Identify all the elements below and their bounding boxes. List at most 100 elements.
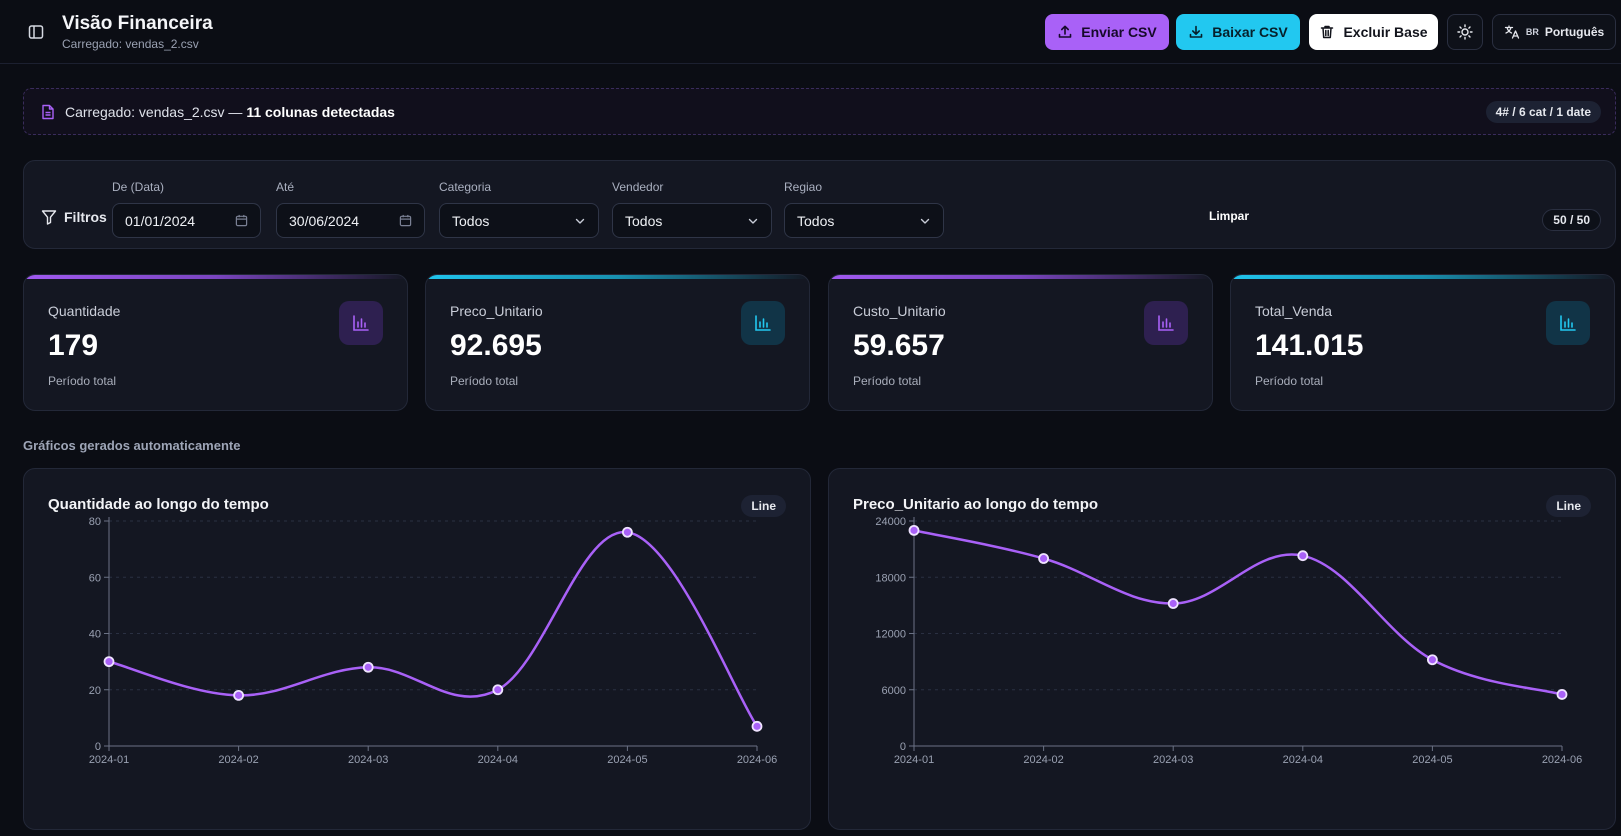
data-point <box>1167 598 1179 609</box>
to-date-input[interactable]: 30/06/2024 <box>276 203 425 238</box>
from-date-label: De (Data) <box>112 180 165 194</box>
chevron-down-icon <box>575 218 585 224</box>
x-tick-label: 2024-03 <box>348 754 388 766</box>
data-point <box>1297 550 1309 562</box>
charts-section-title: Gráficos gerados automaticamente <box>23 438 241 453</box>
calendar-icon <box>399 214 412 227</box>
category-filter-group: Categoria Todos <box>439 179 599 238</box>
column-count: 11 colunas detectadas <box>246 103 395 120</box>
chevron-down-icon <box>748 218 758 224</box>
category-select[interactable]: Todos <box>439 203 599 238</box>
loaded-file-subtitle: Carregado: vendas_2.csv <box>62 37 199 51</box>
from-date-value: 01/01/2024 <box>125 212 196 229</box>
kpi-value: 92.695 <box>450 329 542 362</box>
kpi-value: 141.015 <box>1255 329 1364 362</box>
upload-csv-button[interactable]: Enviar CSV <box>1045 14 1169 50</box>
x-tick-label: 2024-05 <box>1412 754 1452 766</box>
delete-base-label: Excluir Base <box>1343 24 1428 40</box>
trash-icon <box>1321 25 1334 39</box>
kpi-value: 179 <box>48 329 99 362</box>
file-info-text: Carregado: vendas_2.csv — 11 colunas det… <box>65 104 395 120</box>
kpi-subtitle: Período total <box>853 374 922 388</box>
data-point <box>492 684 504 696</box>
download-csv-button[interactable]: Baixar CSV <box>1176 14 1300 50</box>
data-point <box>233 689 245 701</box>
region-filter-group: Regiao Todos <box>784 179 944 238</box>
chart-type-badge: Line <box>741 495 786 517</box>
y-tick-label: 0 <box>900 741 906 753</box>
x-tick-label: 2024-04 <box>1283 754 1323 766</box>
download-icon <box>1189 25 1203 38</box>
language-flag: BR <box>1525 27 1539 37</box>
series-line <box>108 530 759 728</box>
upload-icon <box>1058 25 1072 38</box>
translate-icon <box>1504 25 1519 39</box>
kpi-accent-bar <box>24 275 407 279</box>
column-types-badge: 4# / 6 cat / 1 date <box>1485 101 1601 123</box>
file-info-prefix: Carregado: vendas_2.csv — <box>65 103 247 120</box>
y-tick-label: 40 <box>89 629 101 641</box>
title-block: Visão Financeira Carregado: vendas_2.csv <box>62 12 213 52</box>
language-selector-button[interactable]: BR Português <box>1492 14 1616 50</box>
sun-icon <box>1457 24 1473 40</box>
from-date-group: De (Data) 01/01/2024 <box>112 179 261 238</box>
x-tick-label: 2024-04 <box>478 754 518 766</box>
data-point <box>1556 689 1568 700</box>
chevron-down-icon <box>920 218 930 224</box>
chart-card-quantidade: 0 20 40 60 80 2024-01 2024-02 2024-03 2024-04 202… <box>23 468 811 830</box>
kpi-accent-bar <box>426 275 809 279</box>
data-point <box>103 656 115 668</box>
kpi-card-total-venda: Total_Venda 141.015 Período total <box>1230 274 1615 411</box>
clear-filters-button[interactable]: Limpar <box>1209 209 1250 223</box>
chart-title: Quantidade ao longo do tempo <box>48 496 269 513</box>
y-tick-label: 6000 <box>882 685 906 697</box>
upload-csv-label: Enviar CSV <box>1081 24 1157 40</box>
category-filter-label: Categoria <box>439 180 492 194</box>
seller-select[interactable]: Todos <box>612 203 772 238</box>
y-tick-label: 60 <box>89 572 101 584</box>
delete-base-button[interactable]: Excluir Base <box>1309 14 1438 50</box>
to-date-value: 30/06/2024 <box>289 212 360 229</box>
kpi-card-custo-unitario: Custo_Unitario 59.657 Período total <box>828 274 1213 411</box>
from-date-input[interactable]: 01/01/2024 <box>112 203 261 238</box>
x-tick-label: 2024-03 <box>1153 754 1193 766</box>
chart-title: Preco_Unitario ao longo do tempo <box>853 496 1099 513</box>
bar-chart-icon <box>339 301 383 345</box>
kpi-label: Total_Venda <box>1255 303 1333 319</box>
app-header: Visão Financeira Carregado: vendas_2.csv… <box>0 0 1621 64</box>
file-icon <box>42 104 54 119</box>
data-point <box>362 661 374 673</box>
y-tick-label: 12000 <box>875 629 906 641</box>
row-count-badge: 50 / 50 <box>1542 209 1601 231</box>
series-line <box>913 529 1563 696</box>
x-tick-label: 2024-01 <box>89 754 129 766</box>
kpi-card-quantidade: Quantidade 179 Período total <box>23 274 408 411</box>
kpi-label: Quantidade <box>48 303 121 319</box>
x-tick-label: 2024-02 <box>218 754 258 766</box>
seller-filter-group: Vendedor Todos <box>612 179 772 238</box>
sidebar-toggle-icon[interactable] <box>26 22 46 42</box>
region-filter-label: Regiao <box>784 180 823 194</box>
bar-chart-icon <box>1144 301 1188 345</box>
app-title: Visão Financeira <box>62 13 213 34</box>
data-point <box>751 720 763 732</box>
language-label: Português <box>1544 25 1605 39</box>
region-select-value: Todos <box>797 212 835 229</box>
to-date-group: Até 30/06/2024 <box>276 179 425 238</box>
data-point <box>908 524 920 536</box>
x-tick-label: 2024-05 <box>607 754 647 766</box>
kpi-subtitle: Período total <box>450 374 519 388</box>
kpi-card-preco-unitario: Preco_Unitario 92.695 Período total <box>425 274 810 411</box>
y-tick-label: 0 <box>95 741 101 753</box>
theme-toggle-button[interactable] <box>1447 14 1483 50</box>
kpi-value: 59.657 <box>853 329 945 362</box>
filters-label: Filtros <box>64 209 107 225</box>
category-select-value: Todos <box>452 212 490 229</box>
seller-filter-label: Vendedor <box>612 180 664 194</box>
chart-type-badge: Line <box>1546 495 1591 517</box>
data-point <box>1427 654 1438 666</box>
kpi-subtitle: Período total <box>48 374 117 388</box>
kpi-label: Custo_Unitario <box>853 303 946 319</box>
region-select[interactable]: Todos <box>784 203 944 238</box>
data-point <box>1038 553 1050 564</box>
